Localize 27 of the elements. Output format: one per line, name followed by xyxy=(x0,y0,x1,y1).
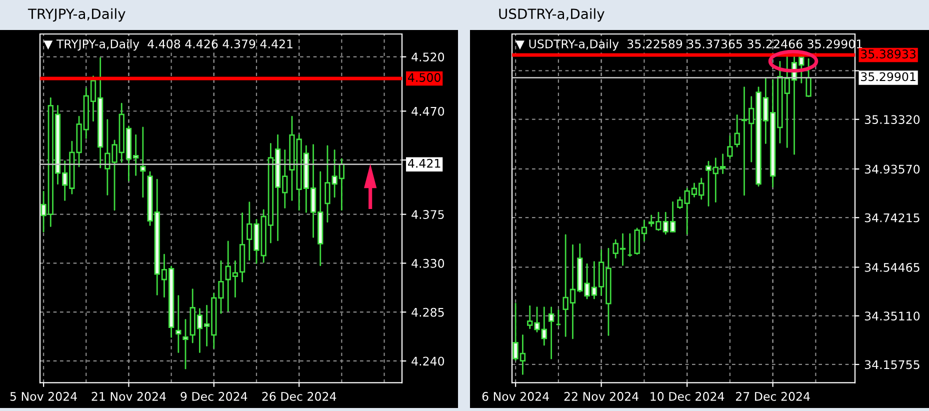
y-tick-label: 4.470 xyxy=(412,106,444,116)
ref-line-label: 4.421 xyxy=(408,158,440,168)
x-tick-label: 6 Nov 2024 xyxy=(482,392,549,401)
y-tick-label: 4.240 xyxy=(412,356,444,366)
ref-line-label: 4.500 xyxy=(408,73,440,82)
x-tick-label: 10 Dec 2024 xyxy=(650,392,724,401)
y-tick-label: 4.330 xyxy=(412,258,444,268)
y-tick-label: 34.93570 xyxy=(864,164,920,174)
x-tick-label: 9 Dec 2024 xyxy=(180,392,248,401)
chart-subtitle: ▼ TRYJPY-a,Daily 4.408 4.426 4.379 4.421 xyxy=(44,39,292,51)
chart-title: USDTRY-a,Daily xyxy=(499,8,604,22)
y-tick-label: 34.74215 xyxy=(864,213,920,222)
y-tick-label: 4.285 xyxy=(412,308,444,317)
y-tick-label: 4.520 xyxy=(412,52,444,62)
ref-line-label: 35.29901 xyxy=(861,72,916,82)
x-tick-label: 5 Nov 2024 xyxy=(10,392,77,401)
chart-title: TRYJPY-a,Daily xyxy=(28,8,126,22)
x-tick-label: 21 Nov 2024 xyxy=(92,392,166,401)
y-tick-label: 34.15755 xyxy=(864,360,920,370)
x-tick-label: 27 Dec 2024 xyxy=(736,392,810,401)
x-tick-label: 26 Dec 2024 xyxy=(262,392,336,401)
x-tick-label: 22 Nov 2024 xyxy=(564,392,638,401)
y-tick-label: 4.375 xyxy=(412,210,444,219)
y-tick-label: 34.54465 xyxy=(864,262,920,272)
ref-line-label: 35.38933 xyxy=(861,50,916,58)
y-tick-label: 35.13320 xyxy=(864,115,920,124)
y-tick-label: 34.35110 xyxy=(864,312,920,320)
